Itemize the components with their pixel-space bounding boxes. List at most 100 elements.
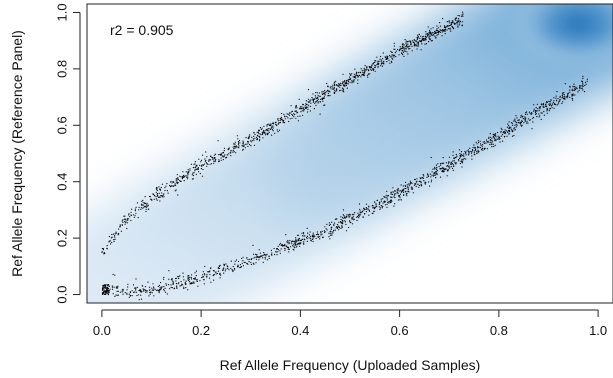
data-point bbox=[349, 73, 351, 75]
data-point bbox=[128, 293, 130, 295]
data-point bbox=[541, 112, 543, 114]
data-point bbox=[178, 277, 180, 280]
data-point bbox=[161, 196, 163, 198]
data-point bbox=[134, 215, 136, 217]
data-point bbox=[457, 18, 460, 20]
data-point bbox=[458, 21, 460, 23]
data-point bbox=[214, 153, 217, 155]
data-point bbox=[342, 217, 344, 219]
data-point bbox=[321, 233, 323, 235]
data-point bbox=[144, 286, 146, 288]
data-point bbox=[377, 64, 379, 66]
data-point bbox=[378, 63, 380, 65]
data-point bbox=[253, 135, 255, 137]
data-point bbox=[430, 28, 432, 30]
data-point bbox=[562, 92, 564, 94]
data-point bbox=[494, 144, 496, 146]
data-point bbox=[452, 154, 454, 156]
data-point bbox=[331, 233, 333, 235]
data-point bbox=[515, 122, 517, 124]
data-point bbox=[156, 193, 158, 195]
data-point bbox=[458, 24, 461, 26]
data-point bbox=[408, 45, 411, 47]
data-point bbox=[242, 145, 244, 148]
data-point bbox=[339, 84, 341, 86]
data-point bbox=[391, 57, 393, 59]
data-point bbox=[315, 234, 318, 236]
data-point bbox=[101, 247, 103, 250]
plot-frame bbox=[86, 3, 613, 304]
data-point bbox=[177, 276, 179, 278]
data-point bbox=[382, 52, 384, 54]
data-point bbox=[310, 239, 312, 241]
data-point bbox=[349, 220, 351, 222]
data-point bbox=[391, 51, 393, 54]
data-point bbox=[326, 229, 328, 231]
data-point bbox=[287, 243, 289, 245]
data-point bbox=[559, 96, 561, 98]
data-point bbox=[422, 176, 424, 179]
data-point bbox=[431, 174, 433, 176]
data-point bbox=[448, 161, 450, 163]
data-point bbox=[366, 66, 368, 68]
data-point bbox=[236, 135, 238, 137]
data-point bbox=[535, 107, 537, 109]
data-point bbox=[521, 120, 523, 122]
data-point bbox=[145, 289, 147, 291]
data-point bbox=[531, 112, 533, 114]
data-point bbox=[555, 97, 557, 99]
data-point bbox=[552, 103, 554, 105]
data-point bbox=[556, 99, 558, 101]
data-point bbox=[295, 244, 297, 246]
data-point bbox=[159, 200, 161, 202]
data-point bbox=[340, 82, 342, 84]
data-point bbox=[447, 25, 449, 27]
data-point bbox=[448, 167, 450, 169]
data-point bbox=[452, 160, 454, 162]
data-point bbox=[180, 280, 182, 283]
data-point bbox=[454, 162, 456, 164]
data-point bbox=[421, 43, 423, 45]
data-point bbox=[121, 224, 123, 226]
data-point bbox=[331, 85, 333, 88]
data-point bbox=[354, 212, 356, 214]
data-point bbox=[437, 30, 439, 32]
data-point bbox=[213, 270, 215, 272]
data-point bbox=[306, 111, 309, 113]
data-point bbox=[544, 105, 547, 107]
data-point bbox=[237, 138, 239, 140]
data-point bbox=[175, 189, 177, 191]
data-point bbox=[104, 293, 107, 295]
data-point bbox=[431, 40, 433, 42]
data-point bbox=[175, 178, 177, 180]
data-point bbox=[179, 175, 181, 177]
data-point bbox=[491, 137, 493, 139]
data-point bbox=[303, 243, 305, 245]
data-point bbox=[197, 167, 199, 169]
data-point bbox=[465, 152, 467, 154]
data-point bbox=[258, 249, 260, 251]
data-point bbox=[438, 31, 440, 33]
data-point bbox=[173, 287, 176, 289]
data-point bbox=[121, 289, 123, 291]
data-point bbox=[403, 55, 405, 58]
data-point bbox=[486, 141, 488, 143]
data-point bbox=[239, 264, 241, 266]
data-point bbox=[117, 234, 119, 236]
data-point bbox=[472, 148, 474, 151]
data-point bbox=[563, 94, 566, 96]
data-point bbox=[293, 116, 295, 118]
data-point bbox=[443, 169, 446, 171]
data-point bbox=[224, 154, 226, 156]
data-point bbox=[559, 95, 561, 97]
data-point bbox=[183, 286, 185, 288]
data-point bbox=[256, 136, 258, 138]
data-point bbox=[270, 249, 272, 251]
data-point bbox=[573, 83, 575, 85]
data-point bbox=[279, 244, 281, 246]
data-point bbox=[497, 138, 499, 140]
data-point bbox=[146, 202, 148, 204]
data-point bbox=[504, 132, 506, 134]
data-point bbox=[142, 202, 144, 204]
data-point bbox=[259, 127, 261, 129]
